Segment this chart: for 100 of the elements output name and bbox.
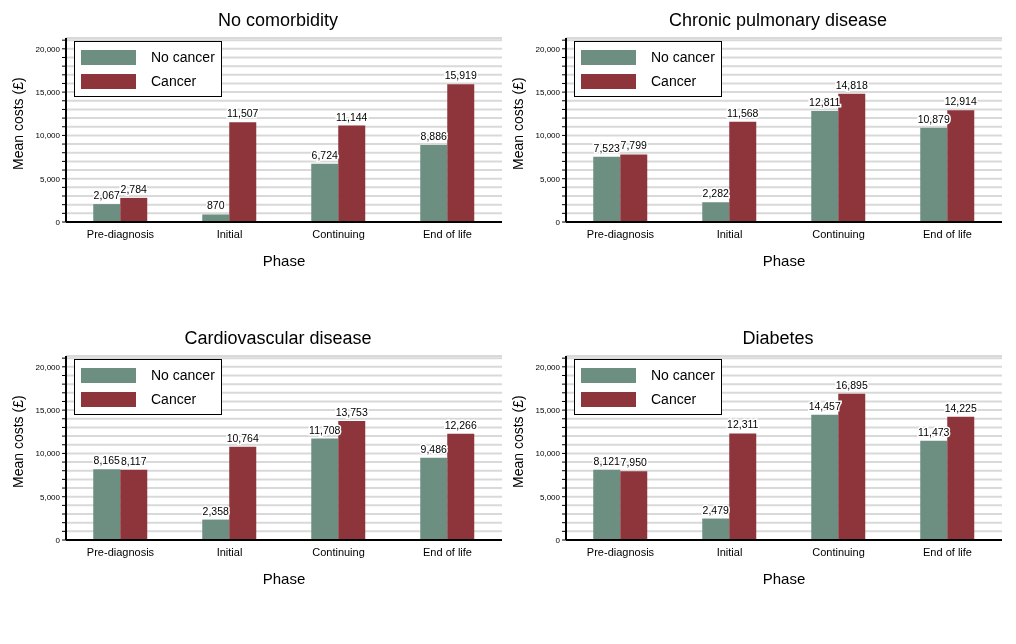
y-tick-label: 10,000 xyxy=(35,449,61,459)
bar xyxy=(447,433,475,540)
bar xyxy=(229,446,257,540)
y-tick-label: 15,000 xyxy=(35,405,61,415)
x-tick-label: Pre-diagnosis xyxy=(86,545,155,558)
bar xyxy=(120,469,148,540)
x-tick-label: Continuing xyxy=(812,227,865,240)
y-axis-title: Mean costs (£) xyxy=(9,77,26,170)
bar xyxy=(620,471,648,540)
data-label: 11,144 xyxy=(336,110,368,123)
y-tick-label: 10,000 xyxy=(535,449,561,459)
bar xyxy=(838,93,866,222)
bar xyxy=(311,438,339,540)
bar xyxy=(593,469,621,540)
y-axis-title: Mean costs (£) xyxy=(9,395,26,488)
data-label: 16,895 xyxy=(835,378,868,391)
y-axis-title: Mean costs (£) xyxy=(509,77,526,170)
x-tick-label: End of life xyxy=(423,227,472,240)
data-label: 2,784 xyxy=(120,182,148,195)
y-tick-label: 10,000 xyxy=(35,131,61,141)
bar xyxy=(702,202,730,222)
data-label: 14,225 xyxy=(944,401,977,414)
legend-label: Cancer xyxy=(651,391,697,407)
x-axis-title: Phase xyxy=(262,570,306,587)
legend-label: Cancer xyxy=(151,73,197,89)
x-tick-label: End of life xyxy=(923,227,972,240)
data-label: 2,479 xyxy=(702,503,730,516)
bar xyxy=(93,469,121,540)
chart-title: Cardiovascular disease xyxy=(183,327,373,350)
data-label: 8,121 xyxy=(593,454,621,467)
bar xyxy=(620,154,648,222)
bar xyxy=(202,519,230,540)
bar xyxy=(229,122,257,222)
chart-title: No comorbidity xyxy=(216,9,339,32)
bar xyxy=(420,145,448,222)
bar xyxy=(729,433,757,540)
bar xyxy=(338,125,366,222)
legend-label: No cancer xyxy=(651,49,715,65)
x-tick-label: Initial xyxy=(716,545,743,558)
x-tick-label: Continuing xyxy=(312,545,365,558)
bar xyxy=(202,214,230,222)
x-tick-label: Initial xyxy=(216,545,243,558)
x-tick-label: End of life xyxy=(423,545,472,558)
data-label: 13,753 xyxy=(335,405,368,418)
x-axis-title: Phase xyxy=(762,570,806,587)
x-tick-label: Initial xyxy=(216,227,243,240)
bar xyxy=(811,111,839,222)
bar xyxy=(920,127,948,222)
x-tick-label: Pre-diagnosis xyxy=(586,545,655,558)
data-label: 12,914 xyxy=(944,95,977,108)
y-tick-label: 15,000 xyxy=(35,87,61,97)
bar xyxy=(93,204,121,222)
data-label: 15,919 xyxy=(444,69,477,82)
data-label: 12,311 xyxy=(727,418,759,431)
bar xyxy=(420,457,448,540)
bar xyxy=(593,156,621,222)
data-label: 6,724 xyxy=(311,148,339,161)
chart-title: Chronic pulmonary disease xyxy=(667,9,889,32)
data-label: 2,358 xyxy=(202,504,230,517)
bar xyxy=(920,440,948,540)
chart-title: Diabetes xyxy=(741,327,815,350)
data-label: 8,165 xyxy=(93,454,121,467)
y-tick-label: 0 xyxy=(55,217,61,227)
y-tick-label: 20,000 xyxy=(35,44,61,54)
data-label: 8,117 xyxy=(121,454,147,467)
x-tick-label: Pre-diagnosis xyxy=(86,227,155,240)
y-tick-label: 15,000 xyxy=(535,87,561,97)
bar xyxy=(447,84,475,222)
data-label: 7,799 xyxy=(620,139,648,152)
legend-label: No cancer xyxy=(151,367,215,383)
legend-label: No cancer xyxy=(151,49,215,65)
data-label: 7,523 xyxy=(593,141,621,154)
data-label: 14,818 xyxy=(835,78,868,91)
bar xyxy=(729,121,757,222)
x-tick-label: Continuing xyxy=(312,227,365,240)
y-tick-label: 5,000 xyxy=(539,174,561,184)
x-tick-label: Continuing xyxy=(812,545,865,558)
data-label: 8,886 xyxy=(420,130,448,143)
y-tick-label: 0 xyxy=(555,217,561,227)
bar xyxy=(120,197,148,222)
y-tick-label: 5,000 xyxy=(39,492,61,502)
data-label: 11,507 xyxy=(227,107,259,120)
bar xyxy=(338,420,366,540)
data-label: 7,950 xyxy=(620,456,648,469)
bar xyxy=(311,163,339,222)
data-label: 12,266 xyxy=(444,418,477,431)
legend-label: Cancer xyxy=(151,391,197,407)
y-tick-label: 20,000 xyxy=(35,362,61,372)
x-tick-label: Pre-diagnosis xyxy=(586,227,655,240)
y-tick-label: 5,000 xyxy=(39,174,61,184)
y-tick-label: 0 xyxy=(55,535,61,545)
x-tick-label: Initial xyxy=(716,227,743,240)
x-tick-label: End of life xyxy=(923,545,972,558)
bar xyxy=(702,518,730,540)
data-label: 10,764 xyxy=(226,431,259,444)
x-axis-title: Phase xyxy=(762,252,806,269)
bar xyxy=(811,414,839,540)
x-axis-title: Phase xyxy=(262,252,306,269)
y-tick-label: 20,000 xyxy=(535,362,561,372)
y-tick-label: 5,000 xyxy=(539,492,561,502)
